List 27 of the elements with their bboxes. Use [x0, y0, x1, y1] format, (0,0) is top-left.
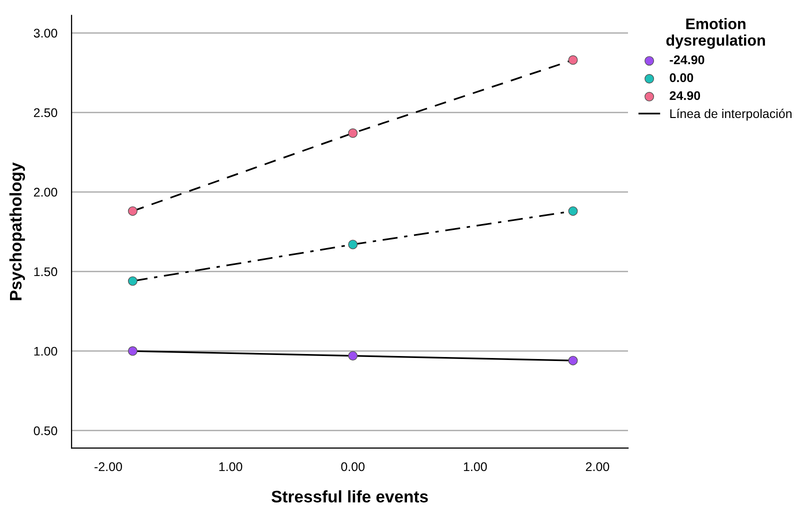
legend-title: Emotion dysregulation: [666, 18, 765, 49]
y-tick-label: 1.50: [34, 267, 58, 276]
legend-label: -24.90: [670, 55, 704, 64]
point: [568, 55, 578, 65]
legend-label: 24.90: [670, 91, 700, 100]
legend-label: 0.00: [670, 73, 694, 82]
y-axis-title: Psychopathology: [9, 162, 25, 300]
point: [568, 356, 578, 366]
y-tick-label: 1.00: [34, 346, 58, 356]
x-axis-title: Stressful life events: [272, 490, 428, 502]
y-tick-label: 0.50: [34, 426, 58, 436]
point: [348, 128, 358, 138]
point: [568, 206, 578, 216]
legend-label: Línea de interpolación: [670, 108, 792, 121]
y-tick-label: 2.50: [34, 108, 58, 118]
point: [348, 351, 358, 361]
x-tick-label: -2.00: [94, 462, 122, 472]
x-tick-label: 0.00: [341, 462, 365, 472]
point: [128, 206, 138, 216]
x-tick-label: 1.00: [464, 462, 487, 472]
point: [128, 346, 138, 356]
x-tick-label: 2.00: [586, 462, 610, 472]
point: [128, 276, 138, 286]
y-tick-label: 2.00: [34, 188, 58, 197]
point: [348, 240, 358, 250]
x-tick-label: 1.00: [219, 462, 242, 472]
y-tick-label: 3.00: [34, 28, 58, 38]
